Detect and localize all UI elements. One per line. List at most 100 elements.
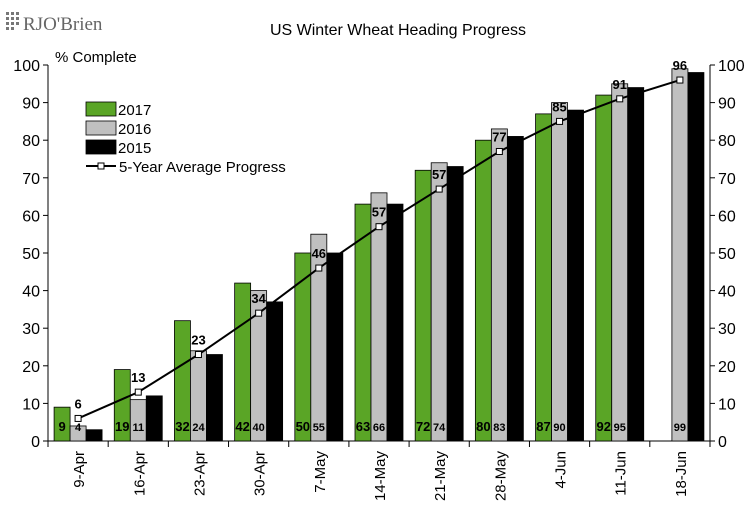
y-tick-label-right: 80	[718, 133, 736, 150]
bar-2015	[627, 87, 645, 442]
x-tick-label: 7-May	[312, 451, 329, 493]
bar-2015	[326, 252, 344, 442]
legend-label-2017: 2017	[118, 102, 151, 119]
y-tick-label-left: 0	[31, 434, 40, 451]
y-tick-label-right: 50	[718, 246, 736, 263]
y-tick-label-left: 40	[22, 284, 40, 301]
bar-2016	[611, 83, 629, 442]
chart-title: US Winter Wheat Heading Progress	[270, 22, 526, 39]
y-tick-label-left: 100	[13, 58, 40, 75]
y-tick-label-left: 70	[22, 171, 40, 188]
legend-marker-average	[97, 162, 105, 170]
y-tick-label-right: 60	[718, 208, 736, 225]
y-tick-label-right: 100	[718, 58, 745, 75]
average-label: 96	[673, 58, 687, 73]
bar-2015	[506, 136, 524, 442]
bar-2016	[671, 68, 689, 442]
bar-2017	[234, 282, 252, 442]
average-label: 91	[612, 77, 626, 92]
legend-label-2016: 2016	[118, 121, 151, 138]
bar-2015	[206, 354, 223, 442]
bar-label-2017: 42	[235, 419, 249, 434]
bar-2015	[386, 203, 404, 442]
bar-label-2017: 87	[536, 419, 550, 434]
average-point	[194, 351, 202, 359]
y-tick-label-right: 20	[718, 359, 736, 376]
bar-label-2016: 11	[132, 422, 144, 434]
bar-2015	[85, 429, 103, 442]
y-tick-label-right: 0	[718, 434, 727, 451]
y-tick-label-right: 90	[718, 96, 736, 113]
bar-2015	[687, 72, 705, 442]
average-point	[616, 95, 624, 103]
bar-2017	[414, 169, 432, 442]
bar-label-2017: 9	[58, 419, 65, 434]
x-tick-label: 9-Apr	[71, 451, 88, 488]
x-tick-label: 23-Apr	[191, 451, 208, 496]
y-axis-label: % Complete	[55, 49, 137, 66]
bar-label-2016: 40	[253, 422, 265, 434]
legend-swatch-2016	[85, 120, 117, 136]
x-tick-label: 11-Jun	[613, 451, 630, 496]
legend-swatch-2017	[85, 101, 117, 117]
rjobrien-logo-icon: RJO'Brien	[6, 12, 103, 35]
bar-2015	[145, 395, 163, 442]
average-point	[74, 414, 82, 422]
bar-label-2017: 72	[416, 419, 430, 434]
legend-swatch-2015	[85, 139, 117, 155]
average-label: 34	[251, 291, 266, 306]
y-tick-label-right: 70	[718, 171, 736, 188]
bar-2017	[595, 94, 613, 442]
bar-label-2017: 80	[476, 419, 490, 434]
bar-2015	[446, 166, 464, 442]
x-tick-label: 18-Jun	[673, 451, 690, 497]
bar-2017	[535, 113, 552, 442]
bar-2017	[354, 203, 372, 442]
bar-label-2016: 95	[614, 422, 626, 434]
average-point	[435, 185, 443, 193]
bar-label-2016: 55	[313, 422, 325, 434]
average-point	[495, 147, 503, 155]
legend-label-average: 5-Year Average Progress	[119, 159, 286, 176]
average-label: 6	[74, 396, 81, 411]
bar-label-2016: 4	[75, 422, 82, 434]
y-tick-label-left: 20	[22, 359, 40, 376]
bar-2016	[129, 399, 147, 442]
y-tick-label-right: 30	[718, 321, 736, 338]
average-label: 85	[552, 99, 566, 114]
x-tick-label: 4-Jun	[553, 451, 570, 489]
y-tick-label-left: 60	[22, 208, 40, 225]
bar-2016	[551, 102, 568, 442]
average-label: 13	[131, 370, 145, 385]
bar-2017	[474, 139, 492, 442]
y-tick-label-left: 90	[22, 96, 40, 113]
bar-label-2016: 99	[674, 422, 686, 434]
average-label: 57	[432, 167, 446, 182]
bar-2015	[266, 301, 284, 442]
legend-label-2015: 2015	[118, 140, 151, 157]
average-point	[255, 309, 263, 317]
y-tick-label-left: 30	[22, 321, 40, 338]
bar-label-2016: 24	[192, 422, 205, 434]
average-label: 77	[492, 129, 506, 144]
brand-name: RJO'Brien	[23, 14, 103, 35]
bar-2016	[490, 128, 508, 442]
average-label: 46	[312, 246, 326, 261]
bar-2015	[567, 109, 584, 442]
x-tick-label: 28-May	[492, 451, 509, 502]
plot-area: 0 0 10 10 20 20 30 30 40 40 50 50 60 60 70 70 80 80 90 90 10…	[13, 58, 745, 501]
y-tick-label-left: 80	[22, 133, 40, 150]
bar-label-2017: 19	[115, 419, 129, 434]
y-tick-label-left: 10	[22, 396, 40, 413]
x-tick-label: 16-Apr	[131, 451, 148, 496]
bar-label-2017: 50	[296, 419, 310, 434]
average-point	[556, 117, 564, 125]
x-tick-label: 21-May	[432, 451, 449, 502]
y-tick-label-right: 10	[718, 396, 736, 413]
bar-2017	[53, 406, 71, 442]
y-tick-label-left: 50	[22, 246, 40, 263]
average-point	[375, 223, 383, 231]
average-point	[676, 76, 684, 84]
